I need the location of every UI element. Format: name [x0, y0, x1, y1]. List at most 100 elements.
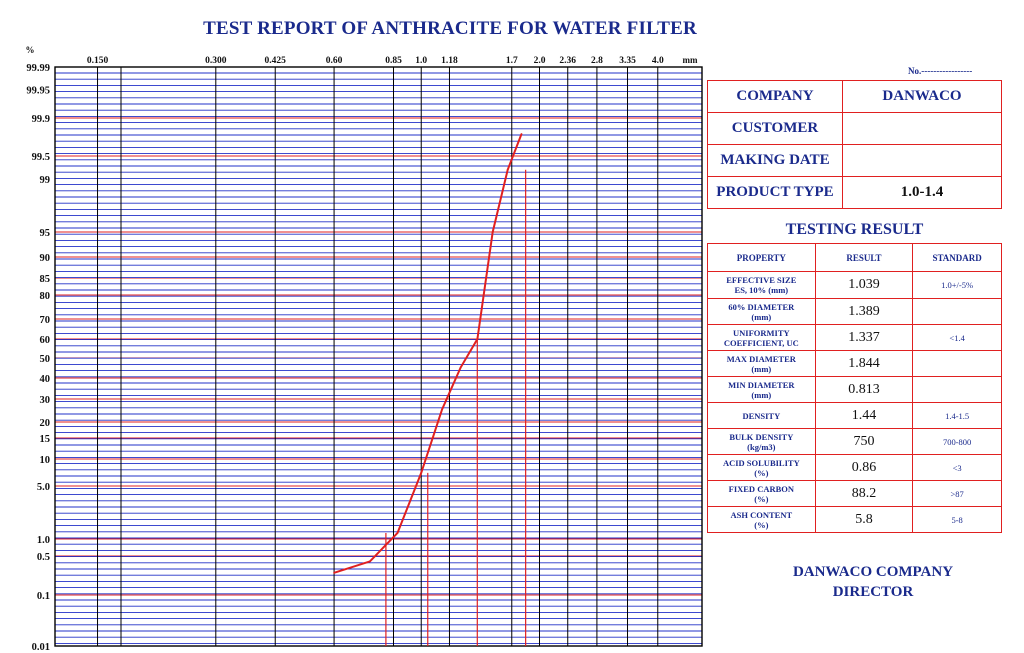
- property-cell: EFFECTIVE SIZE ES, 10% (mm): [707, 271, 816, 299]
- property-unit: (mm): [751, 311, 772, 322]
- signature-block: DANWACO COMPANY DIRECTOR: [748, 562, 998, 602]
- property-name: ACID SOLUBILITY: [722, 457, 800, 468]
- property-unit: COEFFICIENT, UC: [723, 337, 799, 348]
- grading-chart: 0.150 0.300 0.425 0.60 0.85 1.0 1.18 1.7 2.0 2.36…: [26, 45, 703, 653]
- y-tick-label: 60: [40, 335, 51, 346]
- property-unit: (mm): [751, 389, 772, 400]
- y-tick-label: 90: [40, 253, 51, 264]
- y-tick-label: 99.5: [32, 152, 50, 163]
- standard-cell: <3: [912, 454, 1002, 481]
- x-axis-unit: mm: [683, 55, 698, 65]
- curve-point: [506, 168, 509, 171]
- grading-curve: [333, 133, 523, 574]
- y-tick-label: 99.9: [32, 114, 50, 125]
- standard-cell: 1.4-1.5: [912, 402, 1002, 429]
- y-tick-label: 99: [40, 175, 51, 186]
- property-name: FIXED CARBON: [728, 483, 795, 494]
- info-label: MAKING DATE: [707, 144, 843, 177]
- info-label: PRODUCT TYPE: [707, 176, 843, 209]
- result-cell: 0.86: [814, 454, 914, 481]
- y-tick-label: 20: [40, 418, 51, 429]
- x-tick-label: 0.150: [87, 56, 109, 66]
- testing-result-table: PROPERTY RESULT STANDARD EFFECTIVE SIZE E…: [707, 243, 1002, 533]
- header-result: RESULT: [814, 243, 914, 272]
- property-unit: (%): [754, 519, 769, 530]
- curve-point: [420, 472, 423, 474]
- property-unit: (%): [754, 493, 769, 504]
- result-cell: 0.813: [814, 376, 914, 403]
- property-name: DENSITY: [742, 410, 781, 421]
- y-tick-label: 95: [40, 228, 51, 239]
- property-cell: MAX DIAMETER (mm): [707, 350, 816, 377]
- property-cell: ASH CONTENT (%): [707, 506, 816, 533]
- testing-result-title: TESTING RESULT: [785, 221, 924, 238]
- table-row: FIXED CARBON (%) 88.2 >87: [707, 480, 1002, 507]
- table-row: MAX DIAMETER (mm) 1.844: [707, 350, 1002, 377]
- standard-cell: [912, 376, 1002, 403]
- y-tick-label: 85: [40, 274, 51, 285]
- result-cell: 5.8: [814, 506, 914, 533]
- property-cell: DENSITY: [707, 402, 816, 429]
- y-tick-label: 0.01: [32, 642, 50, 653]
- info-table: COMPANY DANWACO CUSTOMER MAKING DATE PRO…: [707, 80, 1002, 209]
- header-property: PROPERTY: [707, 243, 816, 272]
- property-cell: ACID SOLUBILITY (%): [707, 454, 816, 481]
- table-row: ACID SOLUBILITY (%) 0.86 <3: [707, 454, 1002, 481]
- y-tick-label: 30: [40, 395, 51, 406]
- curve-point: [333, 571, 335, 574]
- table-row: MIN DIAMETER (mm) 0.813: [707, 376, 1002, 403]
- standard-cell: >87: [912, 480, 1002, 507]
- property-cell: FIXED CARBON (%): [707, 480, 816, 507]
- y-tick-label: 1.0: [37, 535, 50, 546]
- result-cell: 1.389: [814, 298, 914, 325]
- result-cell: 1.337: [814, 324, 914, 351]
- report-title: TEST REPORT OF ANTHRACITE FOR WATER FILT…: [203, 18, 697, 39]
- x-tick-label: 0.300: [205, 56, 227, 66]
- header-standard: STANDARD: [912, 243, 1002, 272]
- info-row: PRODUCT TYPE 1.0-1.4: [707, 176, 1002, 209]
- x-tick-label: 3.35: [619, 56, 636, 66]
- x-tick-label: 1.0: [415, 56, 427, 66]
- x-tick-label: 0.85: [385, 56, 402, 66]
- info-value: 1.0-1.4: [842, 176, 1002, 209]
- y-tick-label: 0.1: [37, 591, 50, 602]
- property-name: MIN DIAMETER: [728, 379, 795, 390]
- standard-cell: <1.4: [912, 324, 1002, 351]
- info-value: DANWACO: [842, 80, 1002, 113]
- info-label: CUSTOMER: [707, 112, 843, 145]
- info-value: [842, 144, 1002, 177]
- curve-point: [459, 366, 462, 369]
- property-unit: (%): [754, 467, 769, 478]
- info-label: COMPANY: [707, 80, 843, 113]
- x-tick-label: 0.60: [326, 56, 343, 66]
- curve-point: [520, 133, 523, 135]
- curve-point: [491, 231, 494, 233]
- standard-cell: 700-800: [912, 428, 1002, 455]
- report-number: No.-----------------: [908, 66, 973, 76]
- y-tick-label: 50: [40, 354, 51, 365]
- table-row: DENSITY 1.44 1.4-1.5: [707, 402, 1002, 429]
- standard-cell: 5-8: [912, 506, 1002, 533]
- property-cell: 60% DIAMETER (mm): [707, 298, 816, 325]
- curve-point: [441, 408, 443, 411]
- property-name: ASH CONTENT: [730, 509, 793, 520]
- info-row: MAKING DATE: [707, 144, 1002, 177]
- y-tick-label: 99.95: [26, 86, 50, 97]
- result-cell: 1.844: [814, 350, 914, 377]
- x-tick-label: 2.8: [591, 56, 603, 66]
- x-tick-label: 0.425: [265, 56, 287, 66]
- standard-cell: [912, 298, 1002, 325]
- standard-cell: 1.0+/-5%: [912, 271, 1002, 299]
- table-header-row: PROPERTY RESULT STANDARD: [707, 243, 1002, 272]
- property-unit: ES, 10% (mm): [734, 285, 789, 295]
- property-cell: UNIFORMITY COEFFICIENT, UC: [707, 324, 816, 351]
- property-name: MAX DIAMETER: [726, 353, 796, 364]
- chart-frame: [54, 66, 703, 647]
- curve-point: [396, 532, 399, 534]
- table-row: ASH CONTENT (%) 5.8 5-8: [707, 506, 1002, 533]
- y-tick-label: 0.5: [37, 552, 50, 563]
- table-row: UNIFORMITY COEFFICIENT, UC 1.337 <1.4: [707, 324, 1002, 351]
- property-unit: (kg/m3): [747, 441, 776, 452]
- info-row: COMPANY DANWACO: [707, 80, 1002, 113]
- curve-point: [476, 338, 479, 340]
